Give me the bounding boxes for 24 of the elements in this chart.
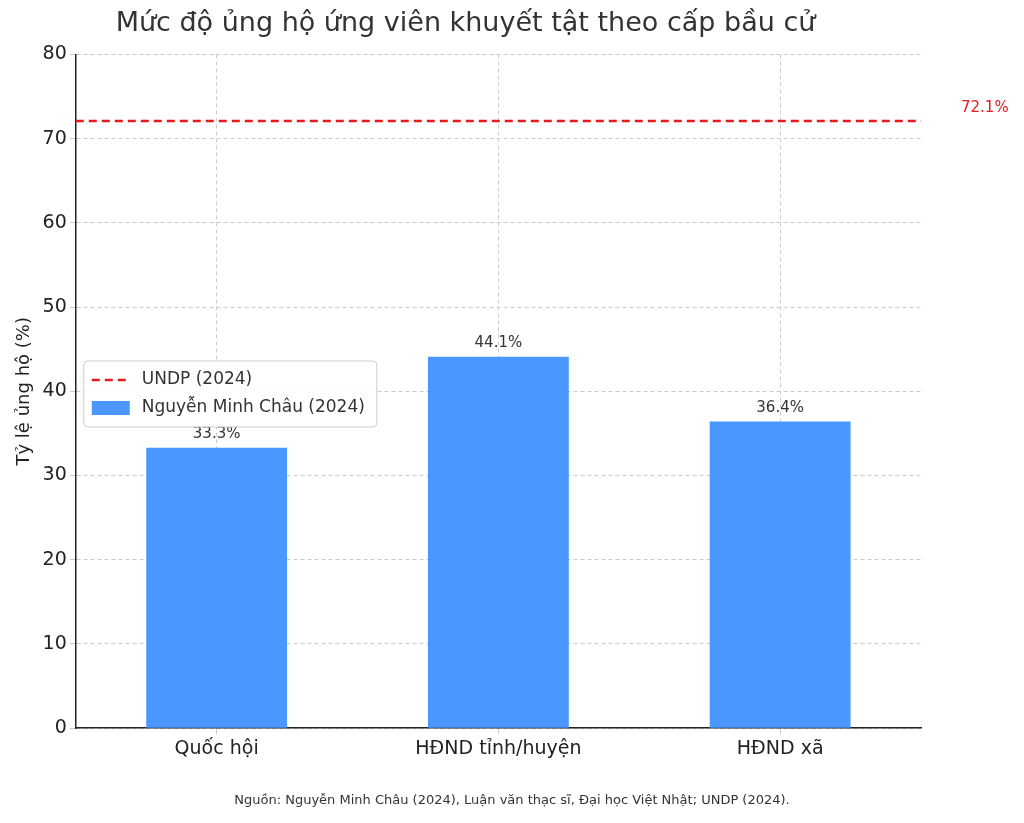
legend-label: UNDP (2024) xyxy=(141,368,253,389)
y-tick-label: 30 xyxy=(42,462,67,485)
x-tick-label: HĐND tỉnh/huyện xyxy=(415,735,582,758)
y-tick-label: 50 xyxy=(42,294,67,317)
bar xyxy=(146,447,288,728)
y-axis-title: Tỷ lệ ủng hộ (%) xyxy=(12,317,34,467)
legend-label: Nguyễn Minh Châu (2024) xyxy=(141,396,365,417)
y-tick-label: 0 xyxy=(54,715,67,738)
text: Nguồn: Nguyễn Minh Châu (2024), Luận văn thạc sĩ, Đại học Việt Nhật; UNDP (2024). xyxy=(234,792,790,808)
y-tick-label: 70 xyxy=(42,125,67,148)
y-tick-label: 80 xyxy=(42,41,67,64)
y-tick-label: 10 xyxy=(42,630,67,653)
text: 44.1% xyxy=(474,333,523,352)
text: 72.1% xyxy=(961,97,1009,116)
x-tick-label: HĐND xã xyxy=(736,735,824,758)
y-tick-label: 20 xyxy=(42,546,67,569)
text: 33.3% xyxy=(192,424,241,443)
bar xyxy=(709,421,851,728)
text: 36.4% xyxy=(756,398,804,417)
chart-title: Mức độ ủng hộ ứng viên khuyết tật theo cấp bầu cử xyxy=(115,6,818,38)
y-tick-label: 60 xyxy=(42,209,67,232)
bar xyxy=(427,356,569,728)
x-tick-label: Quốc hội xyxy=(174,735,259,758)
y-tick-label: 40 xyxy=(42,378,67,401)
